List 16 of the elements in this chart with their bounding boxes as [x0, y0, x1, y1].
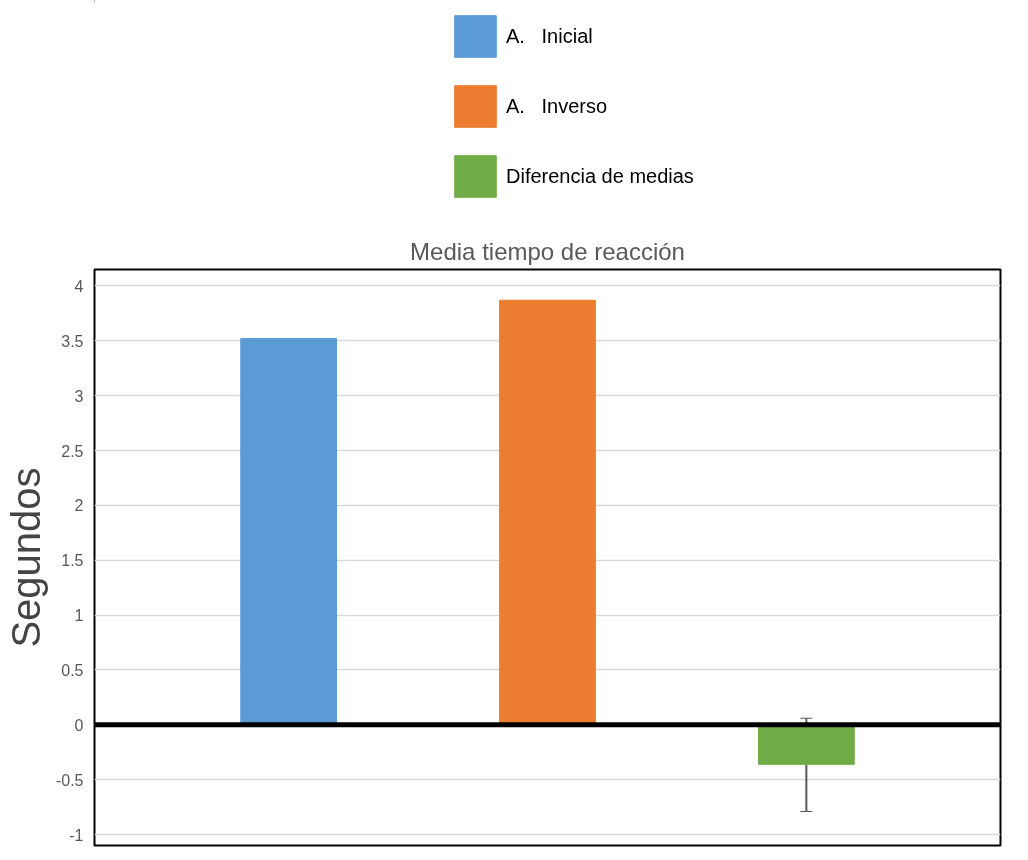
y-tick-label: -1: [69, 826, 84, 844]
y-tick-label: 2.5: [61, 442, 84, 460]
y-tick-label: -0.5: [55, 771, 84, 789]
legend-label: A. Inverso: [506, 94, 608, 118]
y-tick-label: 0: [74, 716, 84, 734]
y-tick-label: 4: [74, 277, 84, 295]
y-tick-label: 1: [74, 607, 84, 625]
y-tick-label: 0.5: [61, 661, 84, 679]
y-tick-label: 3.5: [61, 332, 84, 350]
y-axis-title: Segundos: [3, 467, 48, 648]
legend-label: Diferencia de medias: [506, 164, 694, 188]
y-tick-label: 2: [74, 497, 84, 515]
y-tick-label: 3: [74, 387, 84, 405]
chart-title: Media tiempo de reacción: [410, 237, 685, 265]
legend-label: A. Inicial: [506, 24, 593, 48]
y-tick-label: 1.5: [61, 552, 84, 570]
